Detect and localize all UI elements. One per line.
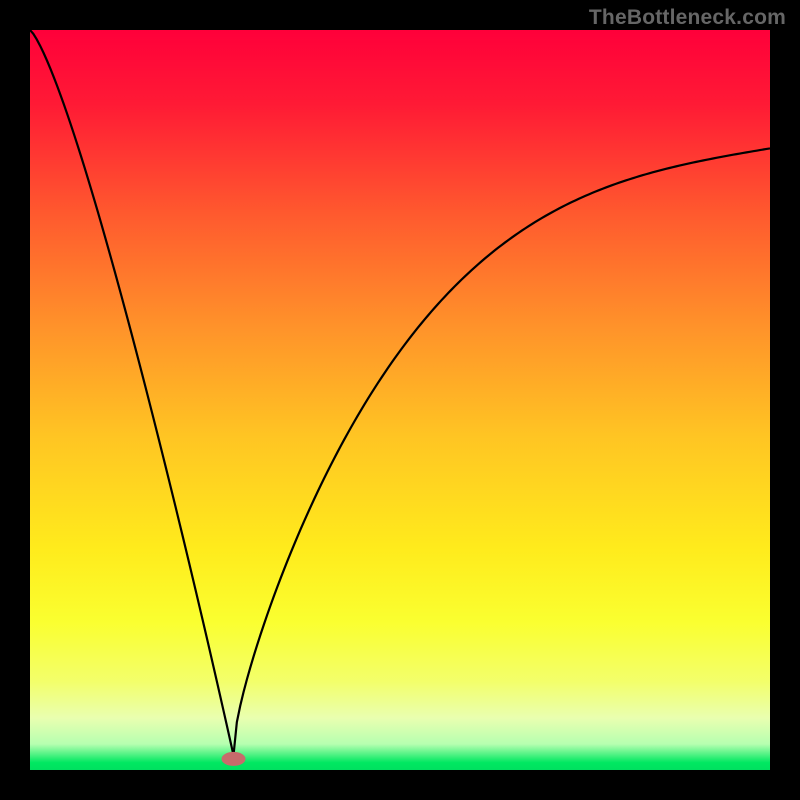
minimum-marker (222, 752, 246, 766)
bottleneck-curve-path (30, 30, 770, 755)
bottleneck-curve (30, 30, 770, 770)
chart-container: TheBottleneck.com (0, 0, 800, 800)
watermark-text: TheBottleneck.com (589, 6, 786, 30)
